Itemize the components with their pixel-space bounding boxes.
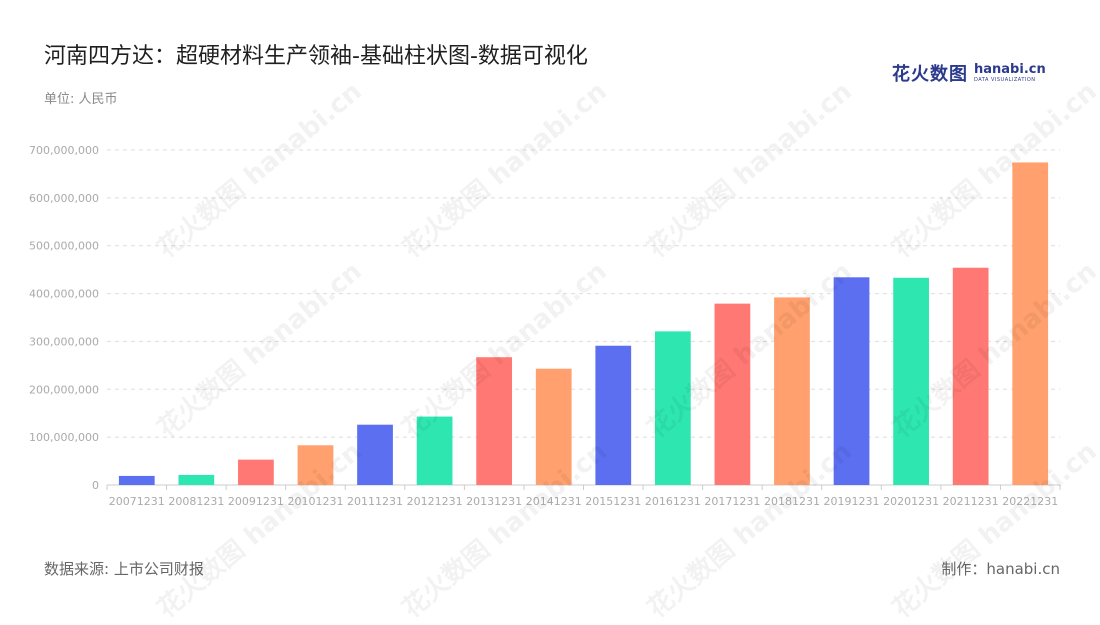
bar	[952, 267, 989, 485]
x-tick-label: 20161231	[645, 495, 701, 508]
x-tick-label: 20111231	[347, 495, 403, 508]
y-tick-label: 400,000,000	[29, 288, 99, 301]
x-tick-label: 20201231	[883, 495, 939, 508]
x-tick-label: 20121231	[407, 495, 463, 508]
x-tick-label: 20171231	[704, 495, 760, 508]
bar	[833, 277, 870, 485]
y-tick-label: 0	[92, 479, 99, 492]
bar	[416, 416, 453, 485]
x-tick-label: 20191231	[824, 495, 880, 508]
x-tick-label: 20221231	[1002, 495, 1058, 508]
maker-credit: 制作：hanabi.cn	[941, 560, 1060, 578]
logo-en-text: hanabi.cn	[974, 62, 1046, 77]
y-tick-label: 700,000,000	[29, 144, 99, 157]
x-tick-label: 20081231	[168, 495, 224, 508]
bar	[595, 345, 632, 485]
bar	[178, 474, 215, 485]
x-tick-label: 20101231	[287, 495, 343, 508]
x-tick-label: 20131231	[466, 495, 522, 508]
bar	[357, 424, 393, 485]
y-tick-label: 300,000,000	[29, 335, 99, 348]
x-tick-label: 20181231	[764, 495, 820, 508]
bar	[1012, 162, 1049, 485]
unit-label: 单位: 人民币	[44, 92, 118, 107]
bar	[654, 331, 691, 485]
bar	[774, 297, 810, 485]
x-tick-label: 20151231	[585, 495, 641, 508]
y-tick-label: 100,000,000	[29, 431, 99, 444]
x-tick-label: 20211231	[943, 495, 999, 508]
data-source: 数据来源: 上市公司财报	[44, 560, 204, 578]
logo-en-block: hanabi.cn DATA VISUALIZATION	[974, 63, 1046, 83]
bar	[476, 357, 513, 485]
bar	[238, 459, 274, 485]
bar	[535, 368, 572, 485]
bar	[714, 303, 751, 485]
bar	[893, 277, 929, 485]
chart-title: 河南四方达：超硬材料生产领袖-基础柱状图-数据可视化	[44, 44, 588, 69]
bar	[118, 475, 155, 485]
x-tick-label: 20141231	[526, 495, 582, 508]
y-tick-label: 500,000,000	[29, 240, 99, 253]
x-tick-label: 20091231	[228, 495, 284, 508]
y-tick-label: 600,000,000	[29, 192, 99, 205]
y-tick-label: 200,000,000	[29, 383, 99, 396]
x-tick-label: 20071231	[109, 495, 165, 508]
logo-cn-text: 花火数图	[892, 64, 968, 85]
logo-sub-text: DATA VISUALIZATION	[974, 77, 1036, 83]
brand-logo: 花火数图 hanabi.cn DATA VISUALIZATION	[892, 60, 1046, 86]
bar	[297, 445, 334, 485]
